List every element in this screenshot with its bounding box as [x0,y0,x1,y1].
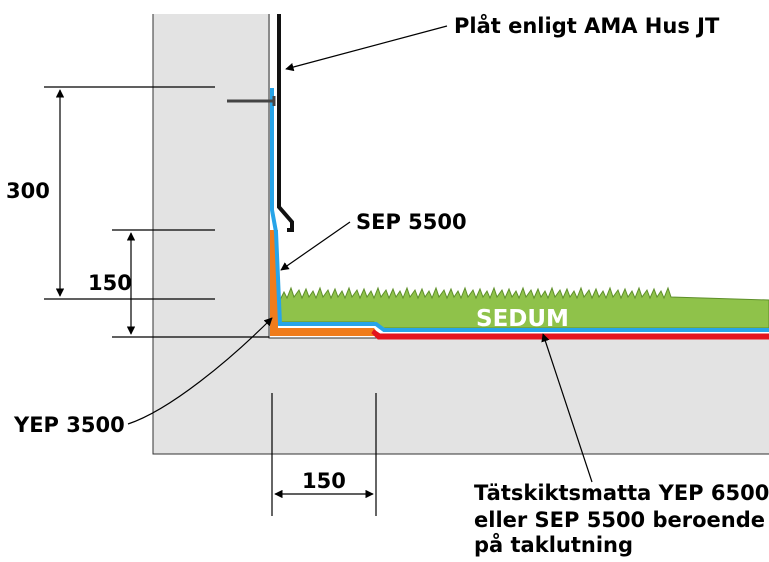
wall-fastener [227,96,276,106]
metal-flashing [277,14,294,232]
label-tatskikt-1: Tätskiktsmatta YEP 6500 [474,481,769,505]
label-plat: Plåt enligt AMA Hus JT [454,13,720,38]
label-yep-3500: YEP 3500 [13,413,125,437]
label-sedum: SEDUM [476,306,569,332]
leader-yep [127,317,273,425]
red-membrane [371,329,769,340]
dim-150-vertical [112,229,269,338]
leader-plat [285,25,448,72]
slab-concrete [270,338,769,454]
sedum-layer [279,286,769,329]
label-tatskikt-2: eller SEP 5500 beroende [474,508,765,532]
dim-label-150-horizontal: 150 [302,469,346,493]
sep-5500-membrane [270,88,769,332]
leader-sep [280,221,351,271]
wall-concrete [153,14,270,454]
dim-label-150-vertical: 150 [88,271,132,295]
dim-150-horizontal [271,393,377,516]
label-sep-5500: SEP 5500 [356,210,467,234]
dim-label-300: 300 [6,179,50,203]
label-tatskikt-3: på taklutning [474,532,633,557]
leader-tatskikt [541,333,593,483]
